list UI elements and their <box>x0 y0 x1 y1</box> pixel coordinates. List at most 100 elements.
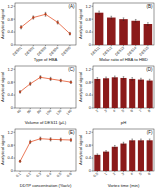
error-bar <box>40 137 42 140</box>
error-bar <box>29 82 31 85</box>
x-tick-label: 3 <box>121 172 125 176</box>
marker <box>44 13 46 15</box>
error-cap <box>114 76 116 77</box>
y-tick-label: 1.2 <box>85 67 91 72</box>
marker <box>69 32 71 34</box>
error-cap <box>70 83 72 84</box>
line <box>20 77 71 92</box>
error-cap <box>131 139 133 140</box>
error-cap <box>29 143 31 144</box>
error-stem <box>40 137 41 140</box>
x-tick <box>106 171 107 172</box>
y-tick-label: 0 <box>89 42 92 47</box>
error-bar <box>123 77 125 80</box>
x-tick-label: 1 <box>104 172 108 176</box>
x-tick-label: 8 <box>147 109 151 113</box>
bar <box>103 152 109 171</box>
error-stem <box>20 160 21 162</box>
error-cap <box>140 80 142 81</box>
error-bar <box>70 81 72 84</box>
y-tick-label: 1.2 <box>85 4 91 9</box>
y-tick <box>14 108 16 109</box>
y-tick <box>92 108 94 109</box>
y-tick-label: 0 <box>11 105 14 110</box>
error-stem <box>60 138 61 141</box>
marker <box>60 138 62 140</box>
y-tick-label: 0 <box>11 168 14 173</box>
y-axis-label: Analytical signal <box>78 72 83 102</box>
y-axis-label: Analytical signal <box>78 135 83 165</box>
y-tick <box>92 32 94 33</box>
x-tick <box>57 45 58 46</box>
error-stem <box>45 12 46 16</box>
y-tick <box>14 32 16 33</box>
x-tick <box>140 108 141 109</box>
error-cap <box>45 16 47 17</box>
x-tick-label: 0.1 <box>15 172 21 178</box>
marks <box>94 76 152 108</box>
x-tick <box>114 171 115 172</box>
error-stem <box>132 139 133 142</box>
x-tick-label: 0.5 <box>56 172 62 178</box>
error-cap <box>19 93 21 94</box>
y-tick <box>92 145 94 146</box>
x-tick <box>70 108 71 109</box>
plot-frame <box>93 66 154 108</box>
y-axis-label: Analytical signal <box>0 135 5 165</box>
y-tick <box>92 6 94 7</box>
error-cap <box>50 140 52 141</box>
x-tick-label: 0.5 <box>93 172 99 178</box>
x-tick-label: 0.2 <box>26 172 32 178</box>
bar <box>94 79 100 108</box>
x-tick-label: DES13 <box>114 46 125 57</box>
error-cap <box>70 80 72 81</box>
error-stem <box>70 138 71 141</box>
error-stem <box>147 23 148 26</box>
error-stem <box>99 11 100 14</box>
bar <box>120 78 126 108</box>
panel: 00.40.81.20.10.20.30.40.50.6DDTP concent… <box>0 129 76 188</box>
x-tick-label: DES15 <box>139 46 150 57</box>
error-bar <box>29 140 31 143</box>
y-tick-label: 0.8 <box>85 80 91 85</box>
x-tick-label: 100 <box>45 109 52 116</box>
y-tick-label: 1.2 <box>85 130 91 135</box>
y-tick <box>92 171 94 172</box>
bar <box>129 140 135 171</box>
x-tick <box>40 171 41 172</box>
error-cap <box>131 77 133 78</box>
marks <box>94 139 152 171</box>
error-bar <box>50 77 52 80</box>
error-cap <box>45 12 47 13</box>
error-cap <box>149 141 151 142</box>
y-tick-label: 0.4 <box>7 155 13 160</box>
error-stem <box>97 78 98 81</box>
panel: 00.40.81.2DES11DES12DES13DES14DES15Molar… <box>78 3 154 62</box>
error-cap <box>60 81 62 82</box>
marker <box>39 76 41 78</box>
panel-label: (F) <box>147 130 153 135</box>
error-stem <box>33 16 34 19</box>
y-tick-label: 0.4 <box>85 29 91 34</box>
x-tick <box>149 171 150 172</box>
y-tick-label: 0.8 <box>85 17 91 22</box>
x-tick <box>60 108 61 109</box>
bar <box>131 21 140 45</box>
marker <box>32 16 34 18</box>
error-bar <box>123 18 125 21</box>
error-cap <box>140 78 142 79</box>
bar <box>129 79 135 108</box>
x-tick <box>60 171 61 172</box>
error-cap <box>60 141 62 142</box>
error-cap <box>140 141 142 142</box>
error-cap <box>105 76 107 77</box>
y-tick-label: 0.4 <box>7 92 13 97</box>
x-tick <box>147 45 148 46</box>
y-tick <box>14 45 16 46</box>
x-tick-label: 4 <box>112 109 116 113</box>
panel: 00.40.81.2406080100120140Volume of DES11… <box>0 66 76 125</box>
x-tick <box>45 45 46 46</box>
x-tick-label: 4 <box>130 172 134 176</box>
error-cap <box>70 141 72 142</box>
error-cap <box>147 25 149 26</box>
